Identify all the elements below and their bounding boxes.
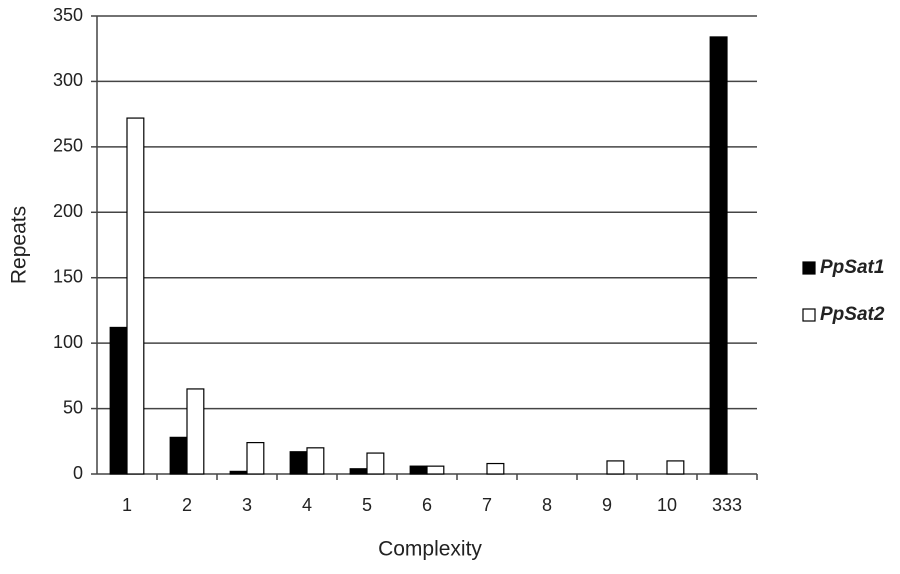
bar — [229, 470, 248, 475]
x-tick-label: 4 — [302, 495, 312, 515]
bar — [186, 388, 205, 475]
legend-label: PpSat2 — [820, 304, 885, 325]
y-tick-label: 150 — [53, 266, 83, 286]
bar — [306, 447, 325, 475]
bar — [486, 462, 505, 475]
x-tick-label: 8 — [542, 495, 552, 515]
x-tick-label: 6 — [422, 495, 432, 515]
bar — [169, 436, 188, 475]
bar — [349, 468, 368, 475]
bar — [606, 460, 625, 475]
bar — [409, 465, 428, 475]
y-axis-label: Repeats — [8, 206, 31, 284]
legend-swatch — [802, 261, 816, 275]
bar — [246, 441, 265, 475]
x-tick-label: 2 — [182, 495, 192, 515]
x-axis-label: Complexity — [378, 538, 482, 561]
x-tick-label: 10 — [657, 495, 677, 515]
bar — [126, 117, 145, 475]
legend-label: PpSat1 — [820, 257, 884, 278]
bar — [426, 465, 445, 475]
y-tick-label: 300 — [53, 70, 83, 90]
y-tick-label: 0 — [73, 463, 83, 483]
bar — [366, 452, 385, 475]
bar — [109, 326, 128, 475]
legend-swatch — [802, 308, 816, 322]
y-tick-label: 100 — [53, 332, 83, 352]
bar — [289, 451, 308, 475]
x-tick-label: 5 — [362, 495, 372, 515]
y-tick-label: 350 — [53, 5, 83, 25]
y-tick-label: 250 — [53, 136, 83, 156]
y-tick-label: 200 — [53, 201, 83, 221]
x-tick-label: 333 — [712, 495, 742, 515]
x-tick-label: 7 — [482, 495, 492, 515]
x-tick-label: 1 — [122, 495, 132, 515]
bar — [666, 460, 685, 475]
x-tick-label: 3 — [242, 495, 252, 515]
bar — [709, 36, 728, 475]
y-tick-label: 50 — [63, 397, 83, 417]
x-tick-label: 9 — [602, 495, 612, 515]
